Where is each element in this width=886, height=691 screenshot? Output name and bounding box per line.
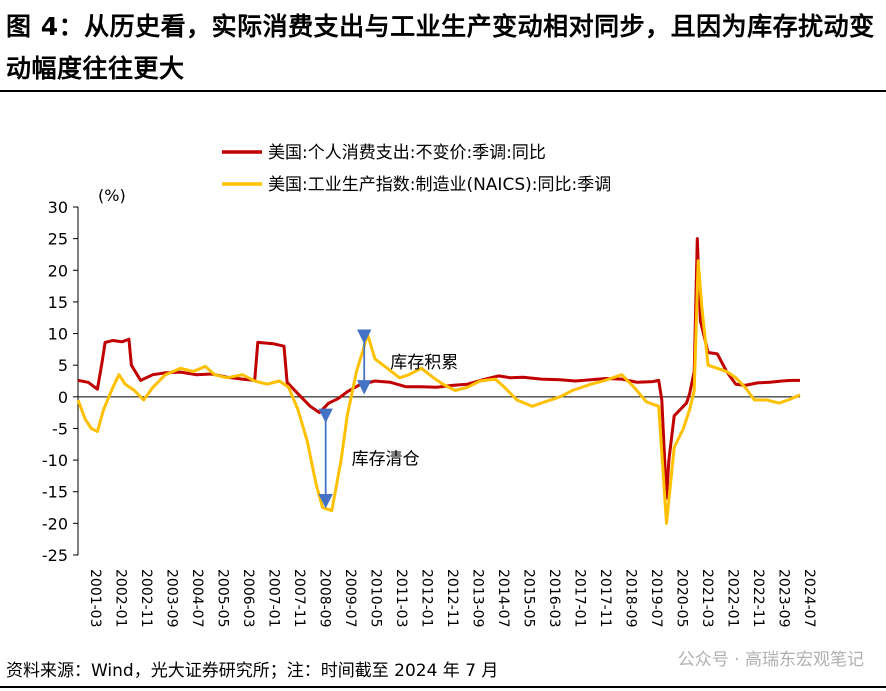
y-tick-label: 10	[48, 325, 68, 344]
y-tick-label: 15	[48, 293, 68, 312]
x-tick-label: 2014-07	[495, 569, 511, 628]
series-line-2	[76, 259, 801, 525]
annotation-label-1: 库存积累	[390, 353, 458, 373]
x-tick-label: 2010-05	[368, 569, 384, 628]
x-tick-label: 2023-09	[776, 569, 792, 628]
y-tick-label: 30	[48, 198, 68, 217]
x-tick-label: 2001-03	[87, 569, 103, 628]
y-tick-label: 25	[48, 230, 68, 249]
x-tick-label: 2017-01	[572, 569, 588, 628]
x-tick-label: 2007-01	[266, 569, 282, 628]
x-tick-label: 2022-01	[725, 569, 741, 628]
x-tick-label: 2015-05	[521, 569, 537, 628]
legend-label-1: 美国:个人消费支出:不变价:季调:同比	[268, 143, 546, 163]
x-tick-label: 2024-07	[801, 569, 817, 628]
x-tick-label: 2012-11	[444, 569, 460, 628]
chart: 美国:个人消费支出:不变价:季调:同比美国:工业生产指数:制造业(NAICS):…	[42, 143, 817, 628]
x-tick-label: 2021-03	[699, 569, 715, 628]
x-tick-label: 2012-01	[419, 569, 435, 628]
annotation-label-2: 库存清仓	[352, 450, 420, 470]
y-tick-label: -5	[52, 419, 68, 438]
y-tick-label: -25	[42, 546, 68, 565]
page-title: 图 4：从历史看，实际消费支出与工业生产变动相对同步，且因为库存扰动变动幅度往往…	[6, 12, 875, 83]
y-tick-label: -10	[42, 451, 68, 470]
source-note: 资料来源：Wind，光大证券研究所；注：时间截至 2024 年 7 月	[6, 661, 499, 681]
watermark: 公众号 · 高瑞东宏观笔记	[677, 650, 864, 670]
y-axis-unit-label: (%)	[98, 186, 126, 205]
legend-label-2: 美国:工业生产指数:制造业(NAICS):同比:季调	[268, 175, 611, 195]
x-tick-label: 2019-07	[648, 569, 664, 628]
bottom-divider	[0, 686, 886, 688]
chart-axes: (%) 30 25 20 15 10 5 0 -5 -10 -15 -20 -25 2001-03 2002…	[42, 186, 817, 628]
x-tick-label: 2004-07	[189, 569, 205, 628]
title-divider	[0, 90, 886, 92]
chart-series	[76, 237, 801, 525]
y-tick-label: -15	[42, 483, 68, 502]
x-tick-label: 2016-03	[546, 569, 562, 628]
x-tick-label: 2005-05	[215, 569, 231, 628]
x-tick-label: 2022-11	[750, 569, 766, 628]
x-tick-label: 2007-11	[291, 569, 307, 628]
y-tick-label: 5	[58, 356, 68, 375]
x-tick-label: 2013-09	[470, 569, 486, 628]
x-tick-label: 2008-09	[317, 569, 333, 628]
y-tick-label: -20	[42, 514, 68, 533]
y-tick-label: 0	[58, 388, 68, 407]
x-tick-label: 2009-07	[342, 569, 358, 628]
x-tick-label: 2002-11	[138, 569, 154, 628]
x-tick-label: 2006-03	[240, 569, 256, 628]
x-tick-label: 2018-09	[623, 569, 639, 628]
y-tick-label: 20	[48, 261, 68, 280]
x-tick-label: 2020-05	[674, 569, 690, 628]
x-tick-label: 2002-01	[113, 569, 129, 628]
legend: 美国:个人消费支出:不变价:季调:同比美国:工业生产指数:制造业(NAICS):…	[222, 143, 611, 195]
x-tick-label: 2017-11	[597, 569, 613, 628]
x-tick-label: 2003-09	[164, 569, 180, 628]
x-tick-label: 2011-03	[393, 569, 409, 628]
